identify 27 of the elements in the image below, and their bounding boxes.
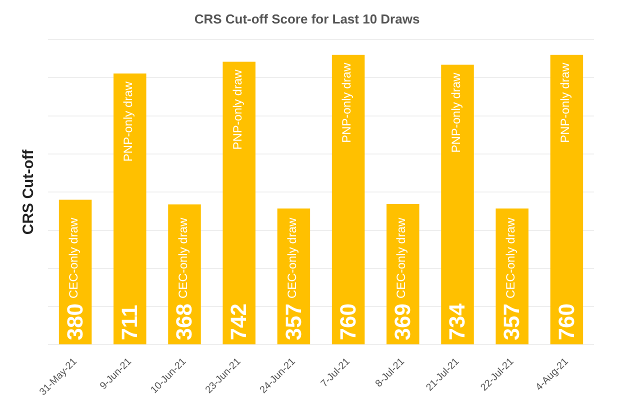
chart-title: CRS Cut-off Score for Last 10 Draws — [194, 11, 420, 26]
data-label: 357 — [499, 304, 524, 340]
annotation: CEC-only draw — [503, 217, 518, 299]
data-label: 711 — [116, 304, 142, 340]
bar — [441, 64, 474, 344]
data-label: 380 — [62, 304, 88, 340]
data-label: 368 — [172, 304, 197, 340]
annotation: PNP-only draw — [558, 62, 572, 143]
data-label: 742 — [226, 304, 252, 340]
annotation: PNP-only draw — [230, 69, 244, 150]
annotation: CEC-only draw — [176, 217, 190, 299]
bar — [222, 62, 256, 344]
annotation: CEC-only draw — [394, 217, 408, 299]
data-label: 369 — [390, 304, 415, 340]
bar — [114, 74, 146, 344]
data-label: 357 — [280, 304, 306, 340]
y-axis-title: CRS Cut-off — [20, 148, 38, 235]
annotation: CEC-only draw — [66, 217, 81, 299]
annotation: CEC-only draw — [285, 217, 300, 299]
annotation: PNP-only draw — [340, 62, 354, 143]
bar — [332, 54, 365, 344]
data-label: 760 — [554, 304, 579, 340]
data-label: 760 — [335, 304, 360, 340]
bar — [550, 54, 584, 344]
data-label: 734 — [444, 302, 470, 340]
annotation: PNP-only draw — [448, 72, 463, 153]
annotation: PNP-only draw — [121, 81, 136, 162]
